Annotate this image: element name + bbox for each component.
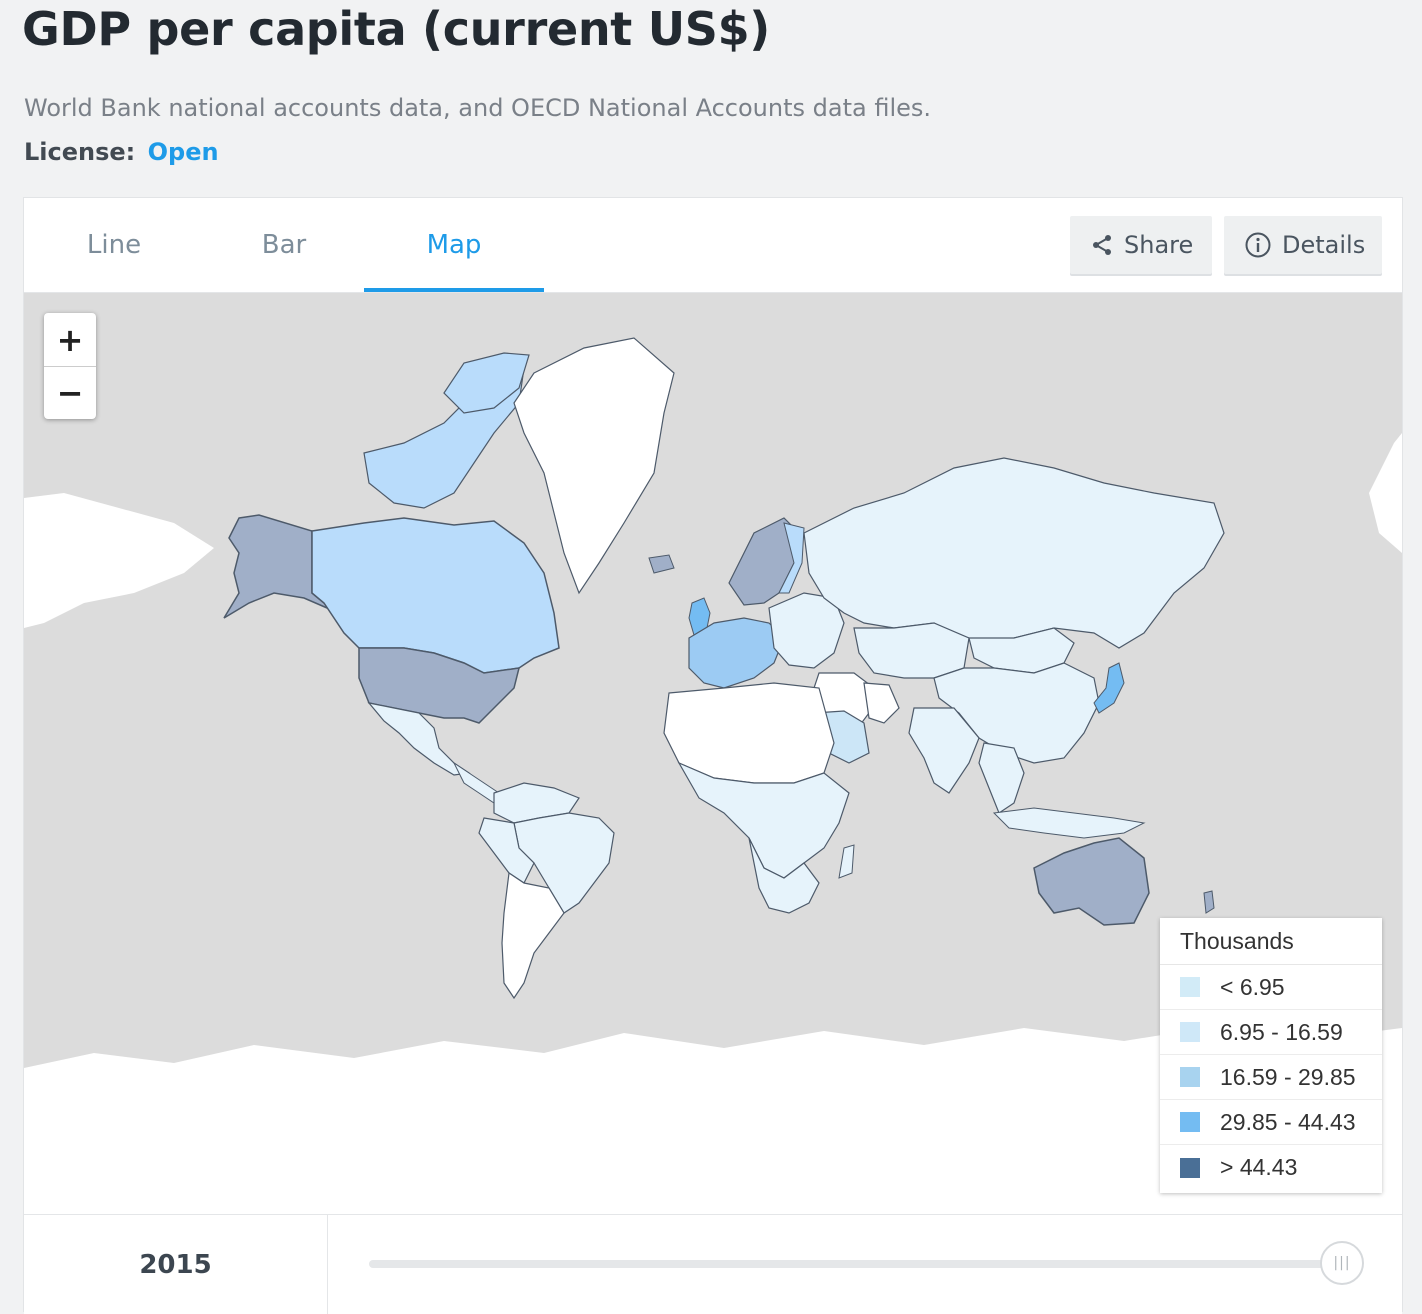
legend-swatch [1180,1022,1200,1042]
antarctica [24,1025,1402,1213]
country-australia [1033,837,1150,926]
country-iceland [648,554,675,574]
timeline-footer: 2015 ||| [24,1214,1402,1314]
country-madagascar [838,844,855,879]
country-russia [803,457,1225,649]
share-button[interactable]: Share [1070,216,1212,274]
legend-row[interactable]: 6.95 - 16.59 [1160,1010,1382,1055]
legend-row[interactable]: 16.59 - 29.85 [1160,1055,1382,1100]
license-link[interactable]: Open [147,138,219,166]
country-kazakhstan [853,622,970,679]
legend-swatch [1180,1157,1200,1178]
legend-label: 6.95 - 16.59 [1220,1018,1343,1045]
tab-bar: Line Bar Map Share [24,198,1402,293]
legend-label: < 6.95 [1220,973,1285,1000]
map-legend: Thousands < 6.95 6.95 - 16.59 16.59 - 29… [1160,918,1382,1193]
details-label: Details [1282,231,1366,259]
country-central-africa [677,761,850,879]
country-argentina-chile [501,871,565,1000]
tab-bar-chart[interactable]: Bar [261,230,307,260]
legend-label: 16.59 - 29.85 [1220,1063,1356,1090]
country-indonesia [992,807,1146,839]
country-japan [1093,662,1125,714]
legend-swatch [1180,977,1200,997]
country-southern-africa [748,837,820,914]
country-finland [778,522,805,594]
zoom-out-button[interactable]: − [56,374,84,412]
share-icon [1090,233,1114,257]
country-canada-north [443,352,530,414]
legend-label: 29.85 - 44.43 [1220,1108,1356,1135]
country-southeast-asia [978,742,1025,814]
legend-row[interactable]: < 6.95 [1160,965,1382,1010]
country-western-europe [688,617,785,689]
country-new-zealand [1203,890,1215,914]
details-button[interactable]: Details [1224,216,1382,274]
info-icon [1244,231,1272,259]
legend-swatch [1180,1112,1200,1132]
active-tab-indicator [364,288,544,292]
map-area[interactable]: + − Thousands < 6.95 6.95 - 16.59 16.59 … [24,293,1402,1213]
zoom-in-button[interactable]: + [44,313,96,367]
country-eastern-europe [768,592,845,669]
tab-line[interactable]: Line [86,230,142,260]
page-title: GDP per capita (current US$) [22,2,771,56]
tab-map[interactable]: Map [426,230,482,260]
grip-icon: ||| [1333,1255,1351,1271]
legend-row[interactable]: > 44.43 [1160,1145,1382,1190]
country-canada [311,517,560,674]
year-slider-thumb[interactable]: ||| [1320,1241,1364,1285]
country-india [908,707,980,794]
share-label: Share [1124,231,1194,259]
chart-panel: Line Bar Map Share [23,197,1403,1314]
source-note: World Bank national accounts data, and O… [24,94,932,122]
legend-title: Thousands [1160,918,1382,965]
year-slider-track[interactable] [369,1260,1344,1268]
country-greenland [513,337,675,595]
legend-label: > 44.43 [1220,1154,1298,1180]
arctic-russia-coast [1369,433,1402,553]
year-display: 2015 [24,1215,328,1314]
legend-swatch [1180,1067,1200,1087]
license-line: License: Open [24,138,219,166]
legend-row[interactable]: 29.85 - 44.43 [1160,1100,1382,1145]
chukotka-west [24,493,214,628]
license-label: License: [24,138,136,166]
zoom-control: + − [44,313,96,419]
country-iran [863,682,900,724]
